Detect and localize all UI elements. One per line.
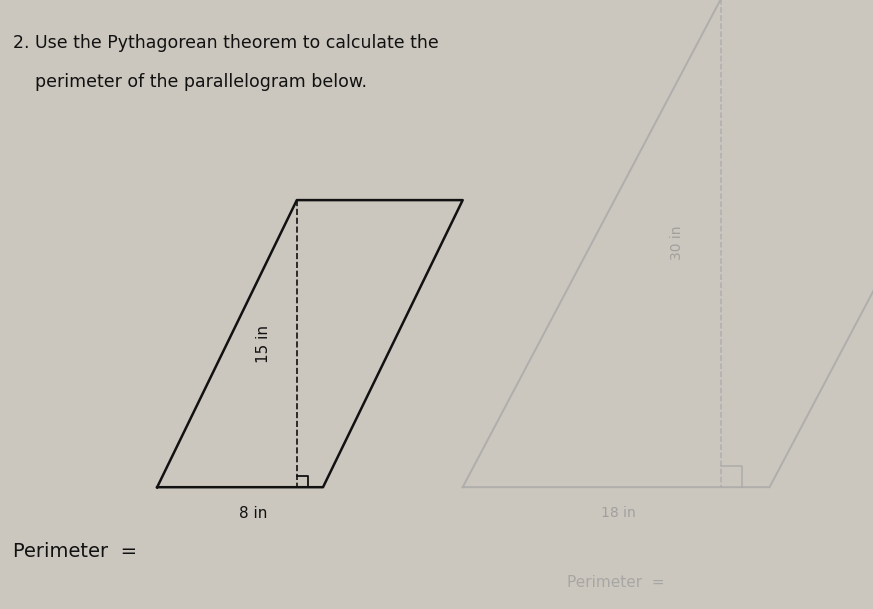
- Text: 8 in: 8 in: [239, 506, 267, 521]
- Text: Perimeter  =: Perimeter =: [567, 575, 665, 590]
- Text: perimeter of the parallelogram below.: perimeter of the parallelogram below.: [13, 73, 367, 91]
- Text: 15 in: 15 in: [256, 325, 272, 362]
- Text: 30 in: 30 in: [670, 225, 684, 260]
- Text: Perimeter  =: Perimeter =: [13, 542, 137, 561]
- Text: 2. Use the Pythagorean theorem to calculate the: 2. Use the Pythagorean theorem to calcul…: [13, 34, 439, 52]
- Text: 18 in: 18 in: [601, 506, 636, 520]
